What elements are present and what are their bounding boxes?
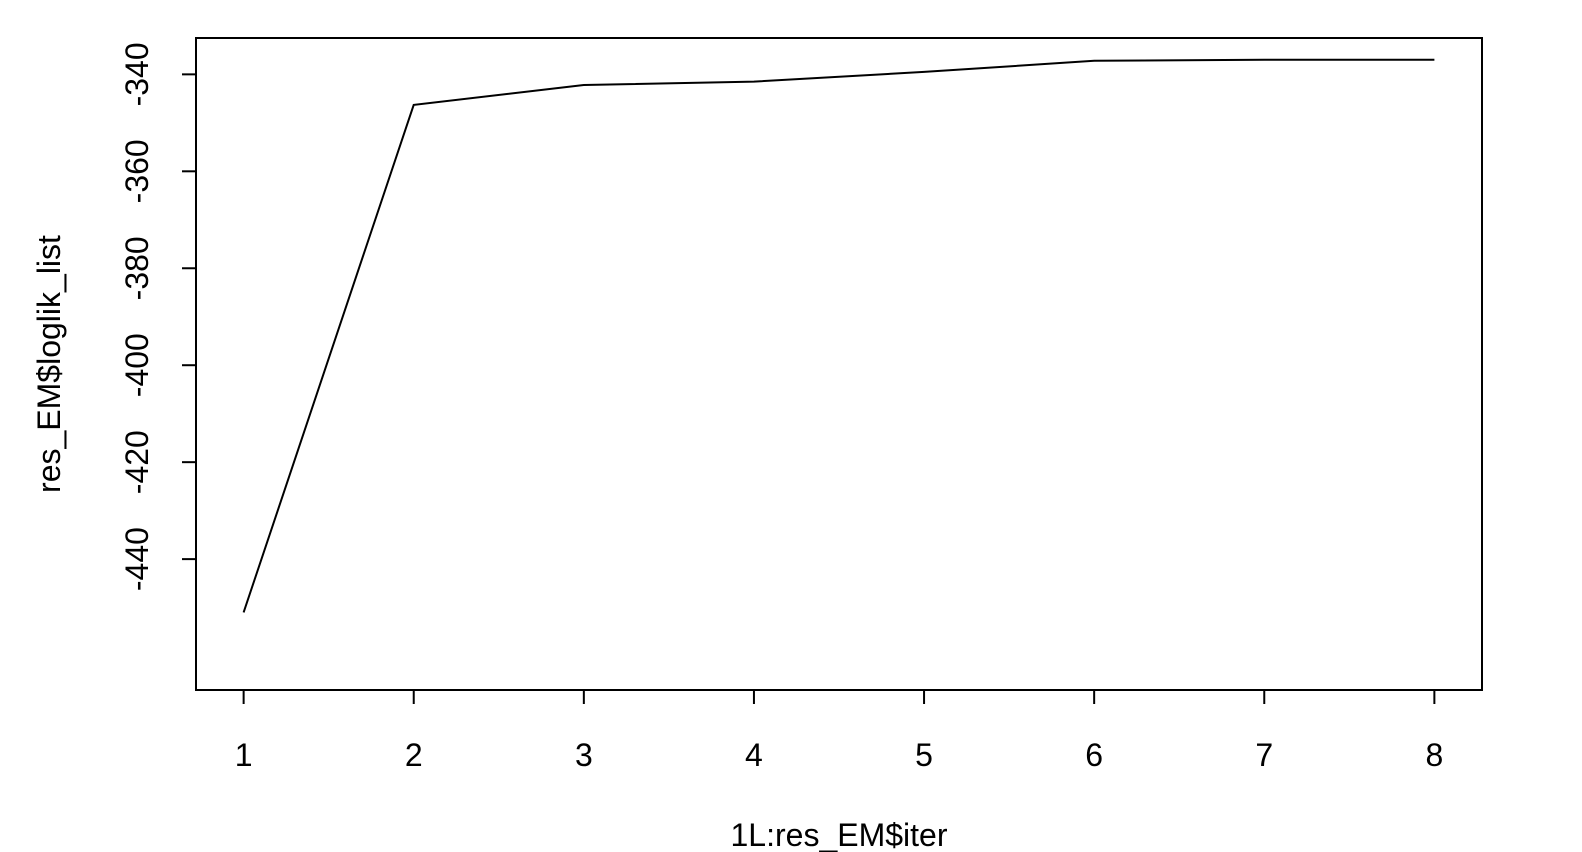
x-tick-label: 4 [745, 737, 763, 773]
y-tick-label: -400 [119, 333, 155, 397]
y-tick-label: -380 [119, 236, 155, 300]
x-tick-label: 7 [1255, 737, 1273, 773]
x-tick-label: 5 [915, 737, 933, 773]
x-tick-label: 3 [575, 737, 593, 773]
y-tick-label: -440 [119, 527, 155, 591]
series-line [242, 58, 1435, 613]
y-tick-label: -340 [119, 42, 155, 106]
y-tick-label: -420 [119, 430, 155, 494]
plot-frame [195, 37, 1483, 691]
x-tick-label: 2 [405, 737, 423, 773]
y-axis-title: res_EM$loglik_list [31, 235, 67, 493]
x-tick-label: 8 [1425, 737, 1443, 773]
x-axis: 1 2 3 4 5 6 7 8 [235, 689, 1443, 773]
y-axis: -340 -360 -380 -400 -420 -440 [119, 42, 197, 591]
x-tick-label: 1 [235, 737, 253, 773]
x-tick-label: 6 [1085, 737, 1103, 773]
y-tick-label: -360 [119, 139, 155, 203]
x-axis-title: 1L:res_EM$iter [731, 817, 948, 852]
